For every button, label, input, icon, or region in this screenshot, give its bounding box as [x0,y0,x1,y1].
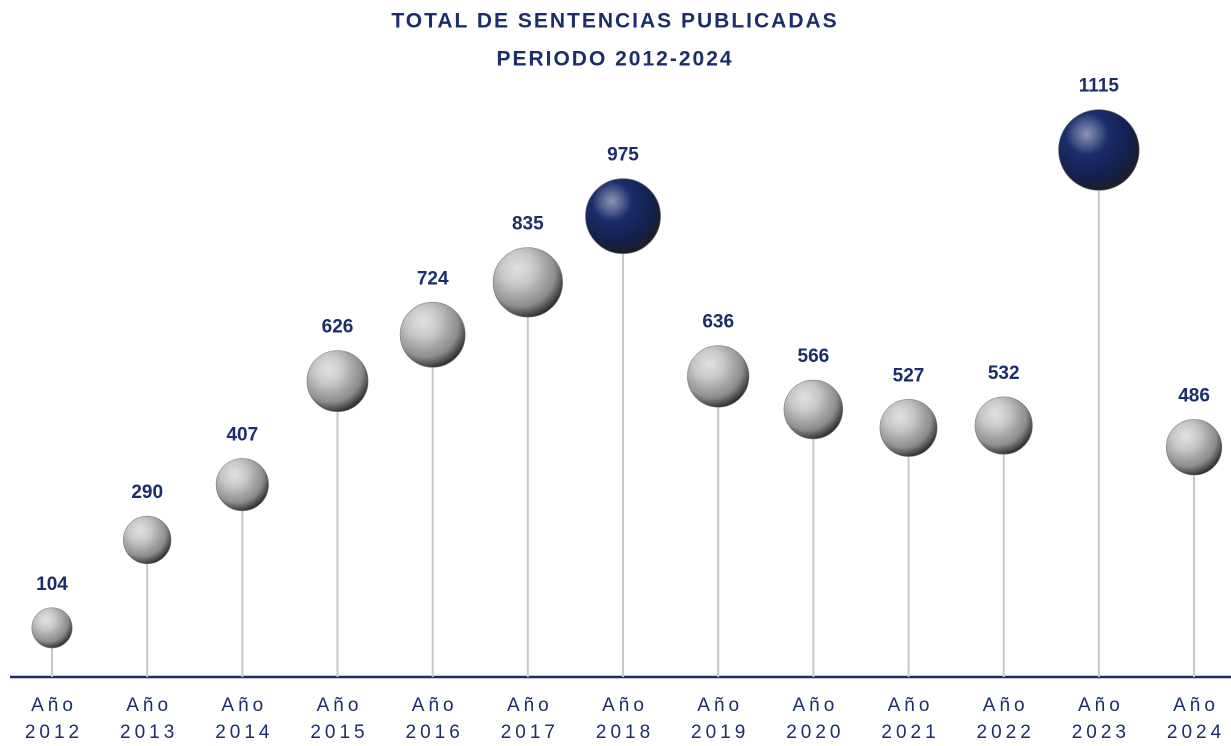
bubble-shine [687,345,749,408]
x-tick-label: Año 2016 [405,695,464,743]
value-label: 566 [798,346,830,367]
value-label: 636 [702,312,734,333]
value-label: 290 [131,482,163,503]
bubble-shine [493,247,563,318]
value-label: 1115 [1079,76,1120,97]
x-tick-label: Año 2024 [1166,695,1226,743]
value-label: 407 [226,425,258,446]
chart-subtitle: PERIODO 2012-2024 [496,48,733,71]
value-label: 975 [607,145,639,166]
x-tick-label: Año 2014 [215,695,274,743]
value-label: 835 [512,214,544,235]
x-tick-label: Año 2013 [120,695,179,743]
bubble-shine [585,178,661,254]
x-tick-label: Año 2019 [691,695,750,743]
bubble-shine [784,380,843,439]
x-tick-label: Año 2022 [976,695,1035,743]
bubble-shine [975,396,1033,455]
value-label: 104 [36,574,68,595]
chart-title: TOTAL DE SENTENCIAS PUBLICADAS [391,10,838,33]
value-label: 527 [893,365,925,386]
value-label: 532 [988,363,1020,384]
value-label: 724 [417,268,449,289]
x-tick-label: Año 2020 [786,695,845,743]
bubble-shine [123,516,171,564]
x-tick-label: Año 2017 [500,695,559,743]
bubble-shine [31,607,73,648]
bubble-shine [1058,109,1140,191]
bubble-shine [400,302,466,368]
value-label: 486 [1178,386,1210,407]
value-label: 626 [322,317,354,338]
bubble-shine [306,350,369,412]
bubble-shine [879,399,938,457]
x-tick-label: Año 2012 [24,695,84,743]
bubble-shine [216,458,269,511]
x-tick-label: Año 2021 [881,695,940,743]
x-tick-label: Año 2018 [595,695,655,743]
bubble-shine [1166,419,1222,476]
x-tick-label: Año 2023 [1071,695,1130,743]
x-tick-label: Año 2015 [310,695,369,743]
